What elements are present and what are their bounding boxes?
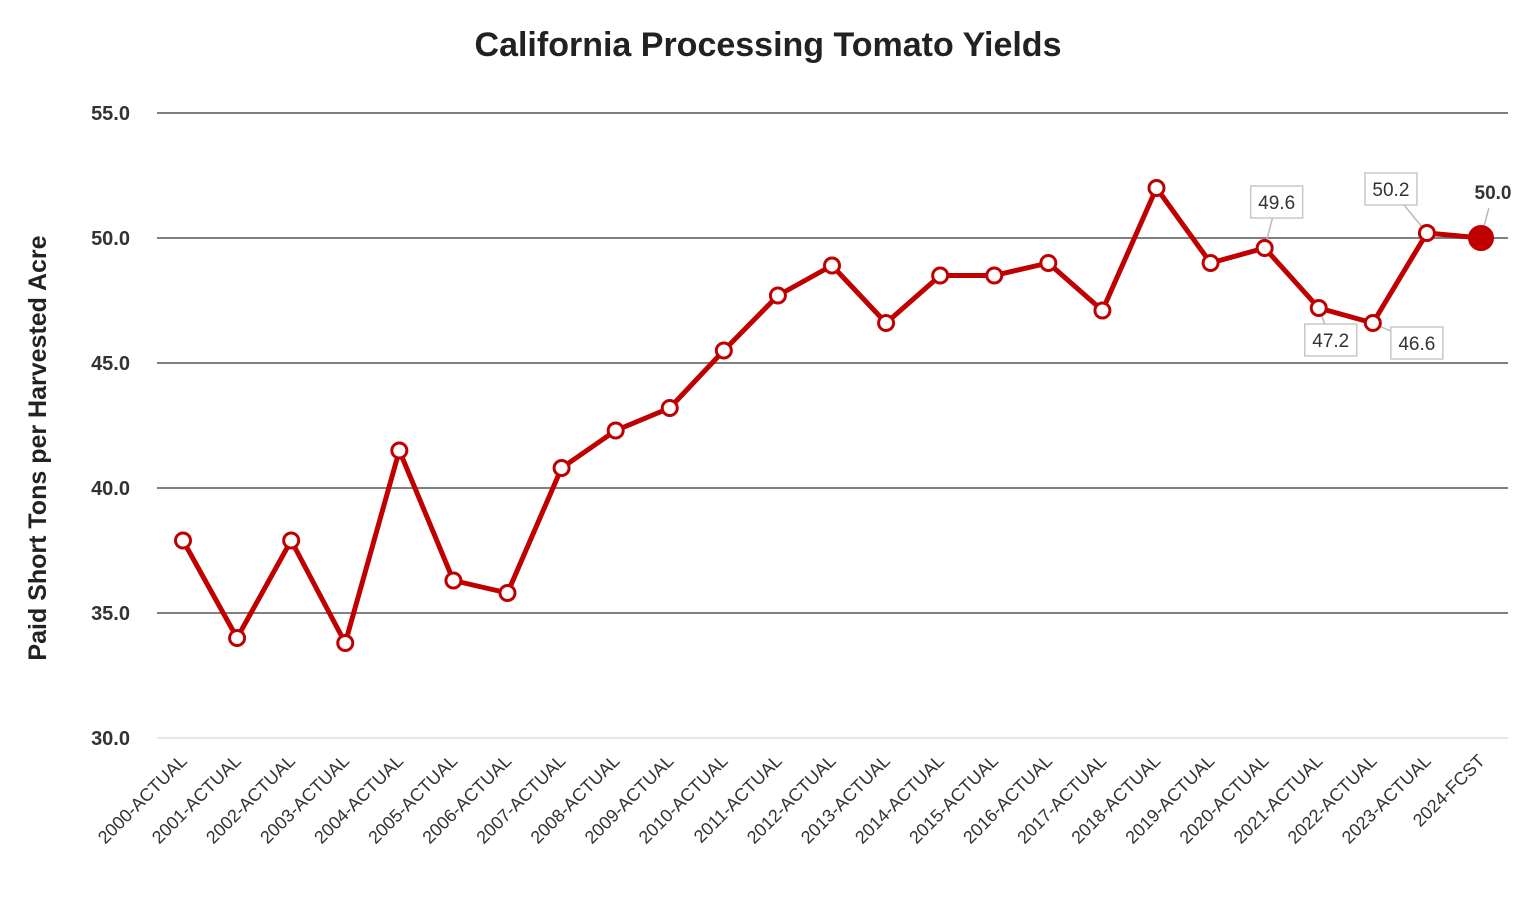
data-point bbox=[1309, 299, 1328, 317]
data-label-22: 46.6 bbox=[1372, 322, 1444, 360]
data-point bbox=[1417, 224, 1436, 242]
y-tick-label: 35.0 bbox=[91, 603, 130, 625]
data-point bbox=[823, 256, 841, 275]
data-point bbox=[390, 441, 409, 460]
gridlines bbox=[157, 112, 1508, 739]
data-point bbox=[336, 634, 355, 652]
data-point bbox=[1147, 179, 1166, 197]
y-tick-label: 45.0 bbox=[91, 353, 130, 375]
data-labels: 49.6 47.2 46.6 50.2 50.0 bbox=[1249, 172, 1519, 360]
svg-text:47.2: 47.2 bbox=[1312, 331, 1349, 352]
data-point bbox=[1039, 254, 1058, 272]
data-point bbox=[228, 629, 247, 647]
data-point bbox=[498, 584, 517, 602]
y-tick-label: 30.0 bbox=[91, 728, 130, 750]
data-point bbox=[282, 531, 301, 550]
y-tick-label: 50.0 bbox=[91, 228, 130, 250]
svg-text:46.6: 46.6 bbox=[1398, 334, 1435, 355]
data-label-24: 50.0 bbox=[1467, 176, 1519, 239]
data-point bbox=[552, 459, 571, 477]
data-points bbox=[174, 179, 1494, 652]
data-point bbox=[1255, 239, 1274, 257]
y-axis-ticks: 30.0 35.0 40.0 45.0 50.0 55.0 bbox=[91, 103, 130, 750]
data-label-21: 47.2 bbox=[1304, 307, 1358, 357]
y-tick-label: 55.0 bbox=[91, 103, 130, 125]
data-point bbox=[931, 266, 950, 285]
data-point bbox=[768, 286, 787, 305]
data-point bbox=[1363, 314, 1382, 332]
data-point bbox=[660, 399, 679, 417]
series-polyline bbox=[180, 185, 1484, 646]
data-point bbox=[606, 421, 625, 440]
series-line bbox=[180, 185, 1484, 646]
x-axis-ticks: 2000-ACTUAL2001-ACTUAL2002-ACTUAL2003-AC… bbox=[94, 751, 1489, 848]
svg-text:50.0: 50.0 bbox=[1475, 183, 1512, 204]
data-label-20: 49.6 bbox=[1249, 185, 1304, 249]
data-point bbox=[714, 341, 733, 360]
data-point bbox=[985, 266, 1004, 285]
data-point bbox=[877, 314, 896, 332]
svg-text:50.2: 50.2 bbox=[1372, 180, 1409, 201]
data-point bbox=[1093, 301, 1112, 320]
svg-text:49.6: 49.6 bbox=[1258, 193, 1295, 214]
chart-title: California Processing Tomato Yields bbox=[475, 26, 1062, 64]
data-label-23: 50.2 bbox=[1364, 172, 1428, 234]
data-point bbox=[444, 571, 463, 590]
data-point bbox=[1201, 254, 1220, 272]
data-point bbox=[174, 531, 192, 550]
y-tick-label: 40.0 bbox=[91, 478, 130, 500]
forecast-point bbox=[1468, 225, 1494, 251]
y-axis-label: Paid Short Tons per Harvested Acre bbox=[24, 235, 52, 660]
